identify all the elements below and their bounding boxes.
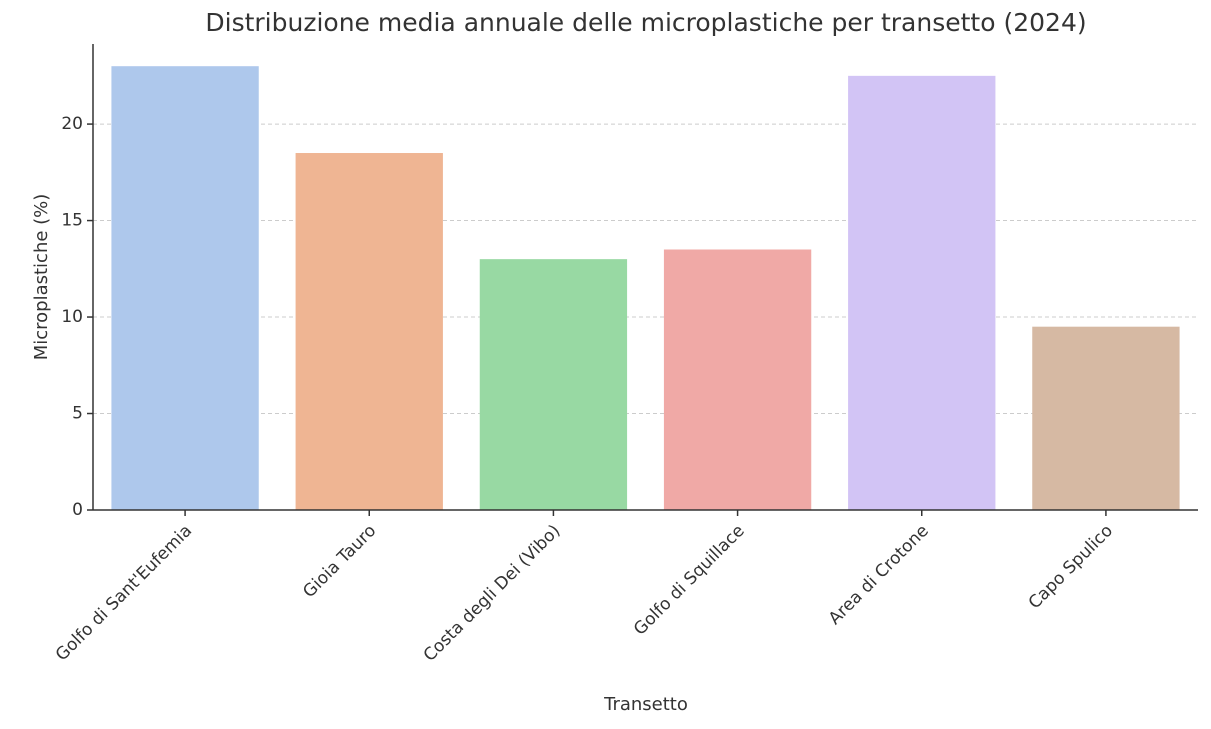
bar xyxy=(111,66,259,510)
bar xyxy=(848,75,996,511)
y-tick-label: 10 xyxy=(61,307,83,327)
x-tick-label: Golfo di Squillace xyxy=(630,521,749,640)
bar xyxy=(663,249,812,510)
y-axis-label: Microplastiche (%) xyxy=(31,194,52,361)
chart-title: Distribuzione media annuale delle microp… xyxy=(205,8,1086,37)
y-tick-label: 15 xyxy=(61,211,83,231)
bar xyxy=(1032,326,1180,510)
y-tick-label: 5 xyxy=(72,404,83,424)
bar xyxy=(295,153,443,511)
x-tick-label: Costa degli Dei (Vibo) xyxy=(420,521,565,666)
y-tick-label: 0 xyxy=(72,500,83,520)
x-axis-label: Transetto xyxy=(603,694,688,715)
x-tick-label: Area di Crotone xyxy=(825,521,933,629)
x-tick-label: Gioia Tauro xyxy=(299,521,380,602)
x-tick-label: Capo Spulico xyxy=(1025,521,1117,613)
bar xyxy=(479,259,628,510)
y-tick-label: 20 xyxy=(61,114,83,134)
x-tick-label: Golfo di Sant'Eufemia xyxy=(52,521,196,665)
